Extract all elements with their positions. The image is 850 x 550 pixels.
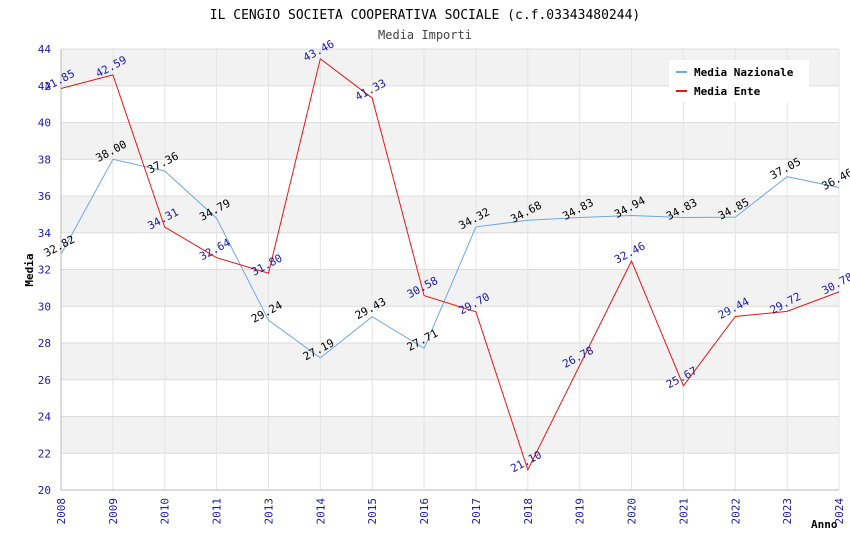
x-tick-label: 2015 [366, 498, 379, 525]
x-tick-label: 2021 [677, 498, 690, 525]
x-tick-label: 2016 [418, 498, 431, 525]
y-tick-label: 42 [38, 80, 51, 93]
legend-label: Media Nazionale [694, 66, 794, 79]
x-tick-label: 2009 [107, 498, 120, 525]
y-tick-label: 22 [38, 447, 51, 460]
y-tick-label: 30 [38, 300, 51, 313]
legend-box [669, 60, 809, 102]
grid-band [61, 343, 839, 380]
y-tick-label: 26 [38, 374, 51, 387]
series-lines [60, 58, 840, 472]
x-tick-label: 2024 [833, 498, 846, 525]
x-tick-label: 2008 [55, 498, 68, 525]
chart-subtitle: Media Importi [378, 28, 472, 42]
y-axis-ticks: 20 22 24 26 28 30 32 34 36 38 40 42 44 [38, 43, 52, 497]
legend: Media Nazionale Media Ente [669, 60, 809, 102]
y-axis-label: Media [23, 253, 36, 286]
y-tick-label: 36 [38, 190, 51, 203]
legend-label: Media Ente [694, 85, 761, 98]
y-tick-label: 34 [38, 227, 52, 240]
y-tick-label: 44 [38, 43, 52, 56]
x-tick-label: 2022 [729, 498, 742, 525]
y-tick-label: 32 [38, 264, 51, 277]
x-tick-label: 2010 [159, 498, 172, 525]
y-tick-label: 38 [38, 153, 51, 166]
x-tick-label: 2013 [262, 498, 275, 525]
x-tick-label: 2020 [626, 498, 639, 525]
x-tick-label: 2014 [314, 498, 327, 525]
series-line [60, 158, 840, 359]
x-axis-ticks: 2008 2009 2010 2011 2013 2014 2015 2016 2017 2018… [55, 498, 846, 525]
grid-band [61, 122, 839, 160]
grid-band [61, 416, 839, 454]
x-tick-label: 2018 [522, 498, 535, 525]
grid-lines [60, 48, 840, 491]
x-tick-label: 2011 [211, 498, 224, 525]
x-tick-label: 2023 [781, 498, 794, 525]
y-tick-label: 20 [38, 484, 51, 497]
x-axis-label: Anno [811, 518, 838, 531]
y-tick-label: 28 [38, 337, 51, 350]
x-tick-label: 2019 [574, 498, 587, 525]
x-tick-label: 2017 [470, 498, 483, 525]
y-tick-label: 24 [38, 411, 52, 424]
grid-band [61, 196, 839, 233]
y-tick-label: 40 [38, 117, 51, 130]
chart-title: IL CENGIO SOCIETA COOPERATIVA SOCIALE (c… [210, 8, 640, 23]
series-line [60, 58, 840, 472]
